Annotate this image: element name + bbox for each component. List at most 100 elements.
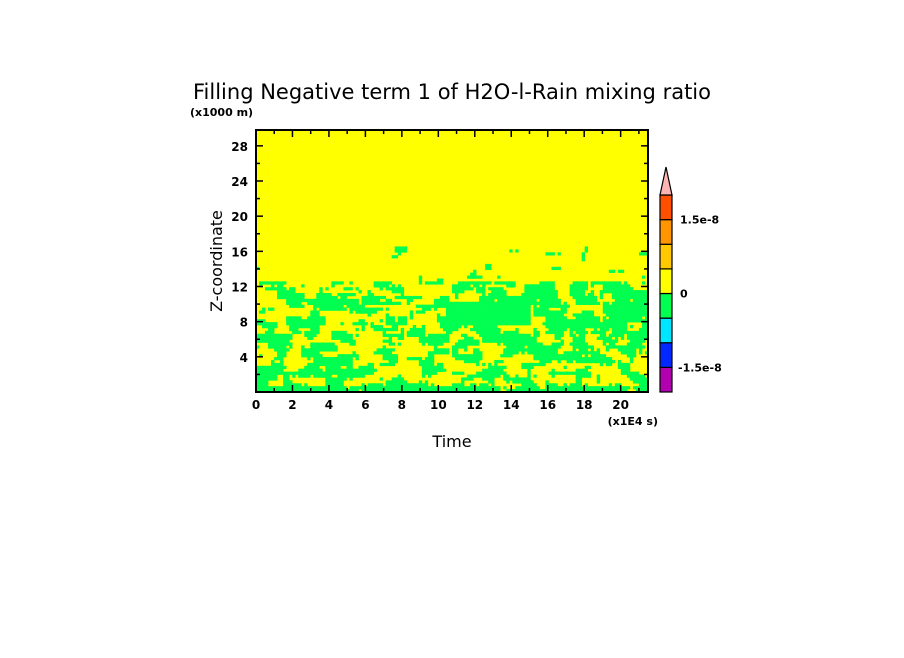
heatmap-cell <box>614 295 619 300</box>
heatmap-cell <box>482 281 486 285</box>
heatmap-cell <box>349 287 353 291</box>
heatmap-cell <box>418 386 423 390</box>
heatmap-cell <box>259 339 263 343</box>
heatmap-cell <box>554 298 558 303</box>
heatmap-cell <box>473 316 477 320</box>
heatmap-cell <box>439 333 444 337</box>
y-tick-label: 24 <box>231 175 248 189</box>
heatmap-cell <box>452 386 456 390</box>
heatmap-cell <box>376 351 380 355</box>
heatmap-cell <box>524 290 528 294</box>
heatmap-cell <box>539 354 543 358</box>
heatmap-cell <box>509 336 513 340</box>
heatmap-cell <box>536 287 540 291</box>
y-axis-label: Z-coordinate <box>207 210 226 312</box>
heatmap-cell <box>400 377 405 381</box>
heatmap-cell <box>515 389 519 393</box>
heatmap-cell <box>442 298 447 303</box>
heatmap-cell <box>418 336 423 340</box>
heatmap-cell <box>557 266 561 271</box>
heatmap-cell <box>292 319 296 323</box>
heatmap-cell <box>289 336 293 340</box>
heatmap-cell <box>274 281 278 285</box>
heatmap-cell <box>385 383 389 387</box>
heatmap-cell <box>572 327 576 332</box>
heatmap-cell <box>551 383 555 387</box>
heatmap-cell <box>313 354 317 358</box>
heatmap-cell <box>470 386 474 390</box>
heatmap-cell <box>554 351 558 355</box>
heatmap-cell <box>397 246 402 250</box>
heatmap-cell <box>500 298 504 303</box>
heatmap-cell <box>578 377 582 381</box>
heatmap-cell <box>385 313 389 317</box>
heatmap-cell <box>340 298 344 303</box>
heatmap-cell <box>623 389 628 393</box>
heatmap-cell <box>313 389 317 393</box>
heatmap-cell <box>307 354 311 358</box>
heatmap-cell <box>623 284 628 288</box>
x-tick-label: 6 <box>361 398 369 412</box>
heatmap-cell <box>548 327 552 332</box>
heatmap-cell <box>292 322 296 326</box>
heatmap-cell <box>494 336 498 340</box>
heatmap-cell <box>608 281 613 285</box>
heatmap-cell <box>301 389 305 393</box>
heatmap-cell <box>364 371 368 375</box>
heatmap-cell <box>503 348 507 352</box>
heatmap-cell <box>340 293 344 297</box>
heatmap-cell <box>298 325 302 329</box>
heatmap-cell <box>485 298 489 303</box>
heatmap-cell <box>427 362 432 367</box>
heatmap-cell <box>521 389 525 393</box>
heatmap-cell <box>304 298 308 303</box>
heatmap-cell <box>473 319 477 323</box>
heatmap-cell <box>590 345 595 349</box>
heatmap-cell <box>584 368 588 372</box>
heatmap-cell <box>530 383 534 387</box>
heatmap-cell <box>334 359 338 364</box>
heatmap-cell <box>316 389 320 393</box>
heatmap-cell <box>427 386 432 390</box>
heatmap-cell <box>322 362 326 367</box>
heatmap-cell <box>605 357 610 361</box>
heatmap-cell <box>554 383 558 387</box>
heatmap-cell <box>310 389 314 393</box>
heatmap-cell <box>325 348 329 352</box>
heatmap-cell <box>424 380 429 384</box>
heatmap-cell <box>596 330 601 335</box>
heatmap-cell <box>509 351 513 355</box>
heatmap-cell <box>470 383 474 387</box>
heatmap-cell <box>367 310 371 314</box>
heatmap-cell <box>551 316 555 320</box>
heatmap-cell <box>298 371 302 375</box>
heatmap-cell <box>352 342 356 346</box>
heatmap-cell <box>307 330 311 335</box>
heatmap-cell <box>497 365 501 370</box>
heatmap-cell <box>464 333 468 337</box>
heatmap-cell <box>331 380 335 384</box>
heatmap-cell <box>349 371 353 375</box>
heatmap-cell <box>608 362 613 367</box>
heatmap-cell <box>277 295 281 300</box>
heatmap-cell <box>485 316 489 320</box>
heatmap-cell <box>596 377 601 381</box>
heatmap-cell <box>346 362 350 367</box>
heatmap-cell <box>614 339 619 343</box>
heatmap-cell <box>358 319 362 323</box>
heatmap-cell <box>521 307 525 311</box>
heatmap-cell <box>533 342 537 346</box>
heatmap-cell <box>346 333 350 337</box>
heatmap-cell <box>325 342 329 346</box>
heatmap-cell <box>467 336 471 340</box>
heatmap-cell <box>452 310 456 314</box>
heatmap-cell <box>328 348 332 352</box>
heatmap-cell <box>452 304 456 308</box>
heatmap-cell <box>331 336 335 340</box>
heatmap-cell <box>439 301 444 305</box>
heatmap-cell <box>488 301 492 305</box>
heatmap-cell <box>470 272 474 276</box>
heatmap-cell <box>286 333 290 337</box>
heatmap-cell <box>629 295 634 300</box>
heatmap-cell <box>572 348 576 352</box>
